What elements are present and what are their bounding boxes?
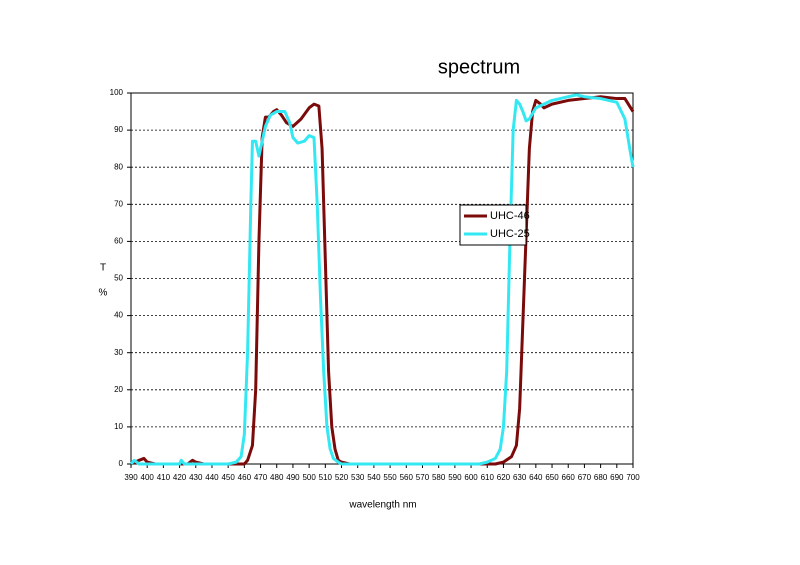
x-tick-label: 470 [254, 473, 268, 482]
x-tick-label: 610 [481, 473, 495, 482]
x-tick-label: 540 [367, 473, 381, 482]
x-tick-label: 450 [221, 473, 235, 482]
y-tick-label: 0 [119, 459, 124, 468]
legend-label: UHC-25 [490, 228, 530, 240]
chart-title: spectrum [438, 56, 520, 78]
x-tick-label: 630 [513, 473, 527, 482]
y-tick-label: 60 [114, 237, 123, 246]
y-tick-label: 80 [114, 162, 123, 171]
y-tick-label: 50 [114, 274, 123, 283]
x-tick-label: 400 [141, 473, 155, 482]
x-tick-label: 580 [432, 473, 446, 482]
x-tick-label: 650 [545, 473, 559, 482]
x-tick-label: 480 [270, 473, 284, 482]
series-line [129, 93, 635, 466]
x-tick-label: 520 [335, 473, 349, 482]
x-tick-label: 500 [302, 473, 316, 482]
x-tick-label: 390 [124, 473, 138, 482]
legend-box [459, 204, 527, 246]
x-tick-label: 460 [238, 473, 252, 482]
y-tick-label: 90 [114, 125, 123, 134]
x-tick-label: 680 [594, 473, 608, 482]
x-tick-label: 700 [626, 473, 640, 482]
x-tick-label: 430 [189, 473, 203, 482]
x-tick-label: 440 [205, 473, 219, 482]
y-tick-label: 70 [114, 199, 123, 208]
y-tick-label: 20 [114, 385, 123, 394]
y-tick-label: 40 [114, 311, 123, 320]
y-tick-label: 30 [114, 348, 123, 357]
x-tick-label: 570 [416, 473, 430, 482]
x-tick-label: 690 [610, 473, 624, 482]
x-tick-label: 490 [286, 473, 300, 482]
legend-label: UHC-46 [490, 210, 530, 222]
y-axis-label: T [100, 263, 106, 274]
y-tick-label: 10 [114, 422, 123, 431]
y-axis-label: % [99, 288, 108, 299]
x-tick-label: 510 [319, 473, 333, 482]
x-tick-label: 420 [173, 473, 187, 482]
y-tick-label: 100 [110, 88, 124, 97]
x-tick-label: 550 [383, 473, 397, 482]
x-tick-label: 620 [497, 473, 511, 482]
x-tick-label: 410 [157, 473, 171, 482]
x-tick-label: 660 [562, 473, 576, 482]
x-tick-label: 530 [351, 473, 365, 482]
x-tick-label: 640 [529, 473, 543, 482]
x-tick-label: 590 [448, 473, 462, 482]
x-tick-label: 670 [578, 473, 592, 482]
x-tick-label: 600 [464, 473, 478, 482]
x-axis-label: wavelength nm [348, 500, 416, 511]
x-tick-label: 560 [400, 473, 414, 482]
